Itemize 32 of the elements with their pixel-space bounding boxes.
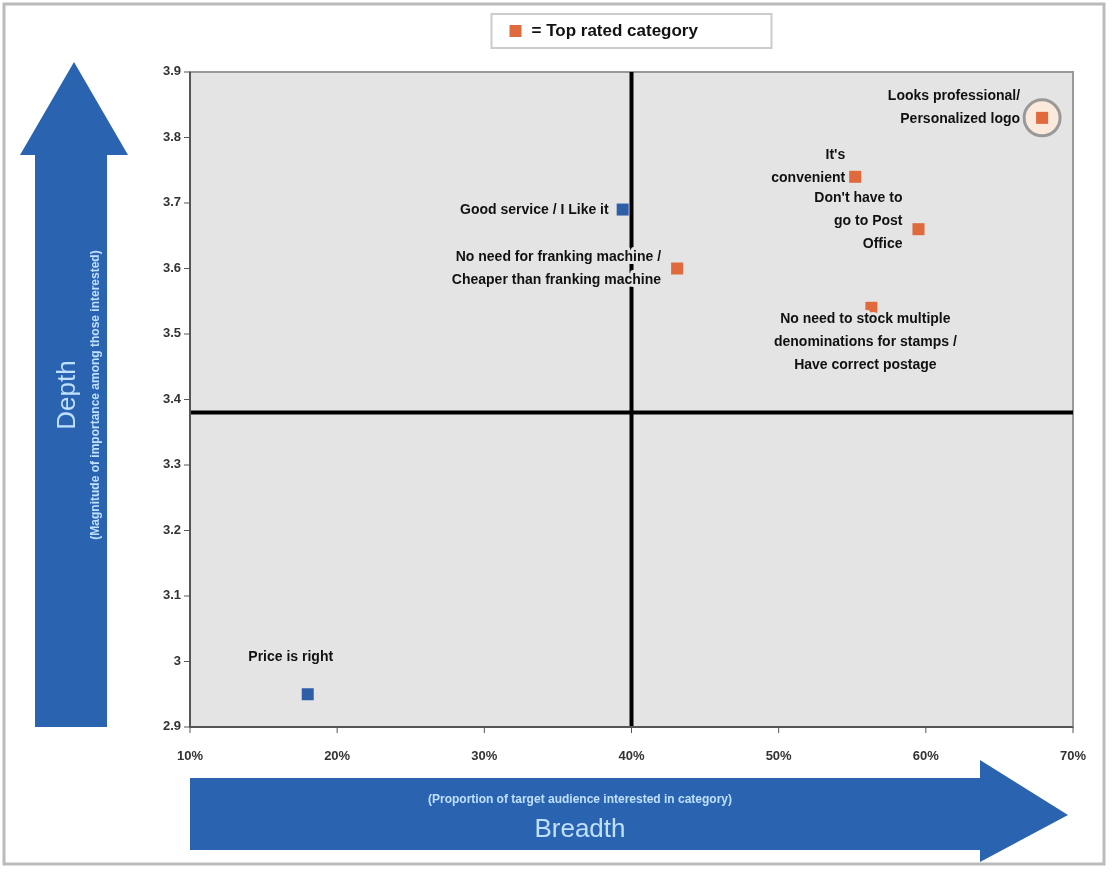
x-tick-label: 20% — [324, 748, 351, 764]
y-tick-label: 3.1 — [162, 587, 181, 603]
annotation: No need to stock multiple denominations for stamps / Have correct postage — [773, 309, 957, 372]
y-tick-label: 3.8 — [162, 128, 181, 144]
point — [301, 688, 314, 701]
annotation: Looks professional/ Personalized logo — [887, 87, 1021, 127]
y-tick-label: 3.4 — [162, 390, 182, 406]
y-tick-label: 3.7 — [162, 194, 181, 210]
point — [912, 223, 925, 236]
legend-label: = Top rated category — [531, 21, 699, 41]
annotation: Good service / I Like it — [460, 200, 609, 217]
x-tick-label: 30% — [471, 748, 498, 764]
y-tick-label: 3.5 — [162, 325, 181, 341]
annotation: Price is right — [248, 647, 334, 664]
annotation: Don't have to go to Post Office — [814, 188, 903, 251]
y-tick-label: 3 — [173, 652, 181, 668]
point — [671, 262, 684, 275]
y-tick-label: 2.9 — [162, 718, 181, 734]
y-tick-label: 3.3 — [162, 456, 181, 472]
x-tick-label: 50% — [765, 748, 793, 764]
x-tick-label: 10% — [176, 748, 204, 764]
y-tick-label: 3.2 — [162, 521, 181, 537]
x-tick-label: 60% — [912, 748, 940, 764]
x-tick-label: 40% — [618, 748, 645, 764]
y-tick-label: 3.9 — [162, 63, 181, 79]
x-axis-title: (Proportion of target audience interested in category) Breadth — [427, 792, 733, 843]
point — [616, 203, 629, 216]
annotation: It's convenient — [771, 146, 846, 185]
x-tick-label: 70% — [1059, 748, 1087, 764]
y-axis-title: Depth (Magnitude of importance among those interested) — [50, 250, 103, 540]
point — [849, 170, 862, 183]
y-tick-label: 3.6 — [162, 259, 181, 275]
